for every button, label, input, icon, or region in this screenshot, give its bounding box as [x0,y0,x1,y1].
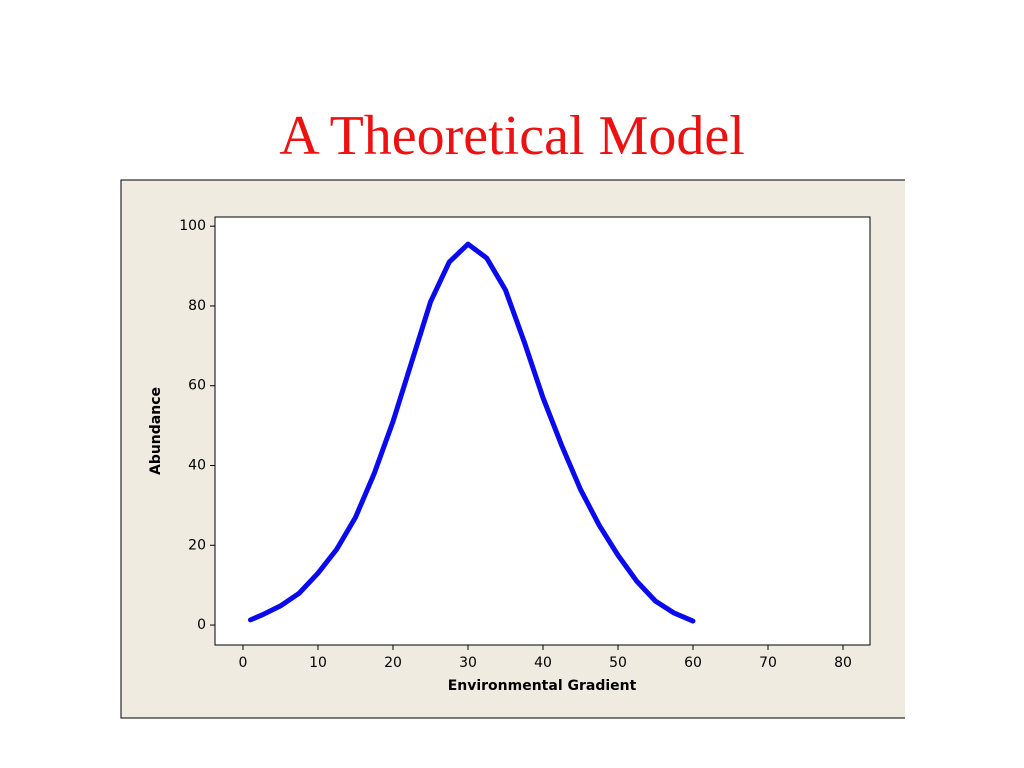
y-tick-label: 0 [197,617,206,633]
curve [247,241,696,624]
y-axis-label: Abundance [148,387,164,475]
x-tick-label: 20 [384,655,402,671]
plot-area [214,216,871,646]
x-tick-label: 80 [834,655,852,671]
y-tick-label: 100 [179,218,206,234]
x-tick-label: 70 [759,655,777,671]
y-tick-label: 40 [188,458,206,474]
x-tick-label: 40 [534,655,552,671]
frame-cut [905,178,1024,720]
x-tick-label: 50 [609,655,627,671]
x-axis-label: Environmental Gradient [448,678,637,694]
y-tick-label: 20 [188,537,206,553]
slide-title: A Theoretical Model [279,105,745,167]
x-tick-label: 60 [684,655,702,671]
x-tick-label: 10 [309,655,327,671]
x-tick-label: 30 [459,655,477,671]
y-tick-label: 60 [188,378,206,394]
x-tick-label: 0 [239,655,248,671]
y-tick-label: 80 [188,298,206,314]
